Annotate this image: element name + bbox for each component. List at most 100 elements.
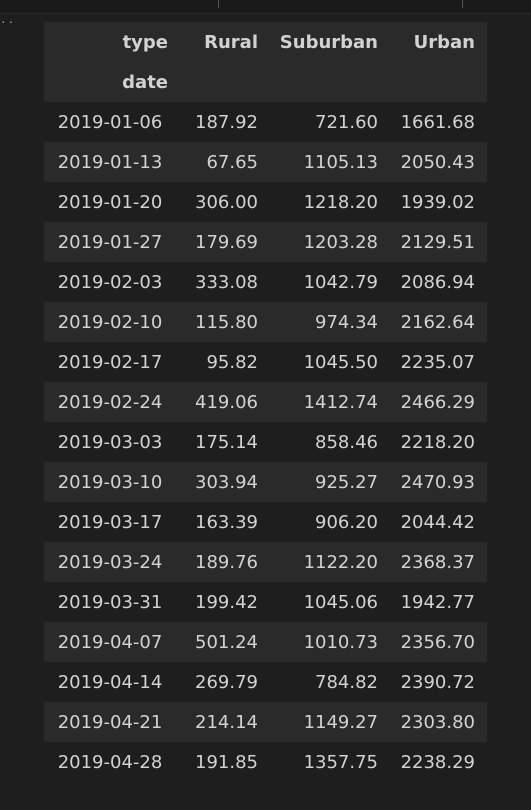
strip-divider: [218, 0, 219, 8]
cell-suburban: 1122.20: [258, 542, 378, 582]
cell-urban: 1942.77: [378, 582, 487, 622]
column-header-row: type Rural Suburban Urban: [44, 22, 487, 62]
cell-rural: 199.42: [176, 582, 258, 622]
table-row: 2019-02-03 333.08 1042.79 2086.94: [44, 262, 487, 302]
table-row: 2019-03-17 163.39 906.20 2044.42: [44, 502, 487, 542]
row-date: 2019-03-31: [44, 582, 176, 622]
cell-rural: 95.82: [176, 342, 258, 382]
cell-urban: 2050.43: [378, 142, 487, 182]
cell-rural: 187.92: [176, 102, 258, 142]
row-date: 2019-04-14: [44, 662, 176, 702]
row-date: 2019-02-24: [44, 382, 176, 422]
cell-rural: 269.79: [176, 662, 258, 702]
cell-suburban: 1042.79: [258, 262, 378, 302]
table-row: 2019-01-06 187.92 721.60 1661.68: [44, 102, 487, 142]
cell-suburban: 1218.20: [258, 182, 378, 222]
cell-urban: 2470.93: [378, 462, 487, 502]
row-date: 2019-02-17: [44, 342, 176, 382]
row-date: 2019-03-24: [44, 542, 176, 582]
index-header-empty: [258, 62, 378, 102]
row-date: 2019-03-10: [44, 462, 176, 502]
row-date: 2019-03-03: [44, 422, 176, 462]
row-date: 2019-01-20: [44, 182, 176, 222]
table-row: 2019-02-24 419.06 1412.74 2466.29: [44, 382, 487, 422]
output-ellipsis-icon[interactable]: ··: [0, 16, 16, 29]
cell-rural: 175.14: [176, 422, 258, 462]
row-date: 2019-01-13: [44, 142, 176, 182]
column-header-rural: Rural: [176, 22, 258, 62]
cell-suburban: 1149.27: [258, 702, 378, 742]
row-date: 2019-03-17: [44, 502, 176, 542]
row-date: 2019-04-21: [44, 702, 176, 742]
cell-suburban: 784.82: [258, 662, 378, 702]
dataframe-table: type Rural Suburban Urban date 2019-01-0…: [44, 22, 487, 782]
cell-rural: 501.24: [176, 622, 258, 662]
cell-urban: 2390.72: [378, 662, 487, 702]
cell-suburban: 721.60: [258, 102, 378, 142]
row-date: 2019-01-27: [44, 222, 176, 262]
cell-suburban: 1045.06: [258, 582, 378, 622]
cell-urban: 2162.64: [378, 302, 487, 342]
cell-urban: 2218.20: [378, 422, 487, 462]
row-date: 2019-04-07: [44, 622, 176, 662]
cell-urban: 2238.29: [378, 742, 487, 782]
row-date: 2019-02-10: [44, 302, 176, 342]
column-axis-label: type: [44, 22, 176, 62]
cell-rural: 179.69: [176, 222, 258, 262]
table-row: 2019-03-10 303.94 925.27 2470.93: [44, 462, 487, 502]
cell-suburban: 1105.13: [258, 142, 378, 182]
index-header-empty: [176, 62, 258, 102]
cell-urban: 2235.07: [378, 342, 487, 382]
table-row: 2019-01-20 306.00 1218.20 1939.02: [44, 182, 487, 222]
cell-suburban: 906.20: [258, 502, 378, 542]
table-body: 2019-01-06 187.92 721.60 1661.68 2019-01-13 6…: [44, 102, 487, 782]
cell-rural: 189.76: [176, 542, 258, 582]
cell-rural: 191.85: [176, 742, 258, 782]
cell-suburban: 925.27: [258, 462, 378, 502]
cell-urban: 2356.70: [378, 622, 487, 662]
cell-output-top-strip: [0, 0, 531, 14]
cell-suburban: 1412.74: [258, 382, 378, 422]
cell-urban: 2086.94: [378, 262, 487, 302]
table-row: 2019-04-21 214.14 1149.27 2303.80: [44, 702, 487, 742]
row-date: 2019-01-06: [44, 102, 176, 142]
table-row: 2019-03-24 189.76 1122.20 2368.37: [44, 542, 487, 582]
cell-suburban: 858.46: [258, 422, 378, 462]
table-row: 2019-04-07 501.24 1010.73 2356.70: [44, 622, 487, 662]
index-header-empty: [378, 62, 487, 102]
cell-rural: 163.39: [176, 502, 258, 542]
cell-urban: 2466.29: [378, 382, 487, 422]
column-header-suburban: Suburban: [258, 22, 378, 62]
cell-suburban: 1203.28: [258, 222, 378, 262]
cell-rural: 306.00: [176, 182, 258, 222]
cell-rural: 333.08: [176, 262, 258, 302]
cell-rural: 419.06: [176, 382, 258, 422]
table-row: 2019-01-13 67.65 1105.13 2050.43: [44, 142, 487, 182]
table-row: 2019-02-10 115.80 974.34 2162.64: [44, 302, 487, 342]
cell-rural: 214.14: [176, 702, 258, 742]
table-row: 2019-03-31 199.42 1045.06 1942.77: [44, 582, 487, 622]
index-label: date: [44, 62, 176, 102]
cell-rural: 115.80: [176, 302, 258, 342]
table-row: 2019-02-17 95.82 1045.50 2235.07: [44, 342, 487, 382]
column-header-urban: Urban: [378, 22, 487, 62]
cell-urban: 2303.80: [378, 702, 487, 742]
cell-rural: 303.94: [176, 462, 258, 502]
index-header-row: date: [44, 62, 487, 102]
cell-suburban: 1357.75: [258, 742, 378, 782]
cell-suburban: 974.34: [258, 302, 378, 342]
cell-urban: 2129.51: [378, 222, 487, 262]
table-row: 2019-04-28 191.85 1357.75 2238.29: [44, 742, 487, 782]
table-row: 2019-03-03 175.14 858.46 2218.20: [44, 422, 487, 462]
cell-urban: 1661.68: [378, 102, 487, 142]
row-date: 2019-02-03: [44, 262, 176, 302]
strip-divider: [462, 0, 463, 8]
cell-rural: 67.65: [176, 142, 258, 182]
cell-urban: 2044.42: [378, 502, 487, 542]
row-date: 2019-04-28: [44, 742, 176, 782]
cell-suburban: 1045.50: [258, 342, 378, 382]
table-row: 2019-04-14 269.79 784.82 2390.72: [44, 662, 487, 702]
table-row: 2019-01-27 179.69 1203.28 2129.51: [44, 222, 487, 262]
cell-suburban: 1010.73: [258, 622, 378, 662]
cell-urban: 1939.02: [378, 182, 487, 222]
